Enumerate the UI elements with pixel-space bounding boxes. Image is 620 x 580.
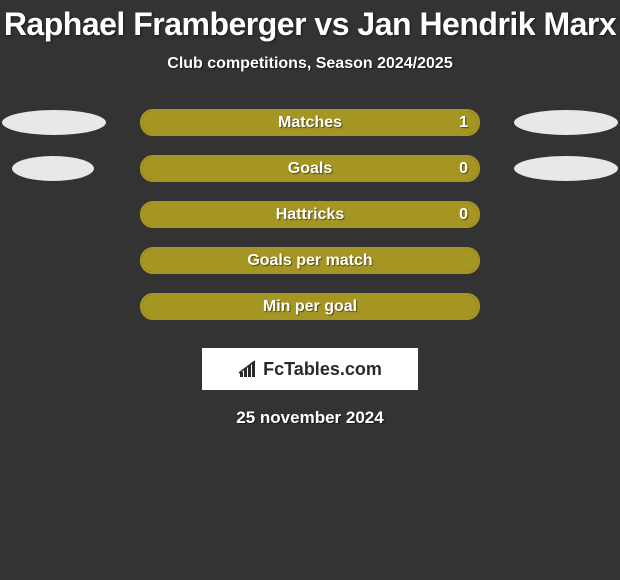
stat-bar: Min per goal [140, 293, 480, 320]
left-slot [2, 248, 112, 273]
left-indicator [12, 156, 94, 181]
stat-value: 0 [459, 206, 468, 224]
stat-row: Matches 1 [0, 109, 620, 136]
stat-row: Goals per match [0, 247, 620, 274]
left-indicator [2, 110, 106, 135]
root-container: Raphael Framberger vs Jan Hendrik Marx C… [0, 0, 620, 428]
stat-row: Hattricks 0 [0, 201, 620, 228]
left-slot [2, 294, 112, 319]
stat-label: Goals per match [247, 252, 372, 270]
logo-box: FcTables.com [202, 348, 418, 390]
stat-label: Goals [288, 160, 332, 178]
right-slot [508, 156, 618, 181]
logo: FcTables.com [238, 359, 382, 380]
date-text: 25 november 2024 [236, 408, 383, 428]
stat-value: 1 [459, 114, 468, 132]
stat-value: 0 [459, 160, 468, 178]
left-slot [2, 156, 112, 181]
page-title: Raphael Framberger vs Jan Hendrik Marx [4, 6, 616, 43]
right-slot [508, 248, 618, 273]
stat-row: Min per goal [0, 293, 620, 320]
logo-text: FcTables.com [263, 359, 382, 380]
stat-label: Matches [278, 114, 342, 132]
right-indicator [514, 156, 618, 181]
stat-bar: Hattricks 0 [140, 201, 480, 228]
stat-row: Goals 0 [0, 155, 620, 182]
left-slot [2, 202, 112, 227]
right-slot [508, 294, 618, 319]
right-slot [508, 202, 618, 227]
right-indicator [514, 110, 618, 135]
stat-label: Min per goal [263, 298, 357, 316]
page-subtitle: Club competitions, Season 2024/2025 [167, 55, 452, 73]
right-slot [508, 110, 618, 135]
stat-label: Hattricks [276, 206, 344, 224]
stat-bar: Goals per match [140, 247, 480, 274]
stat-bar: Goals 0 [140, 155, 480, 182]
bar-chart-icon [238, 360, 260, 378]
stats-wrapper: Matches 1 Goals 0 Hattricks 0 Goals per match M… [0, 109, 620, 320]
left-slot [2, 110, 112, 135]
stat-bar: Matches 1 [140, 109, 480, 136]
